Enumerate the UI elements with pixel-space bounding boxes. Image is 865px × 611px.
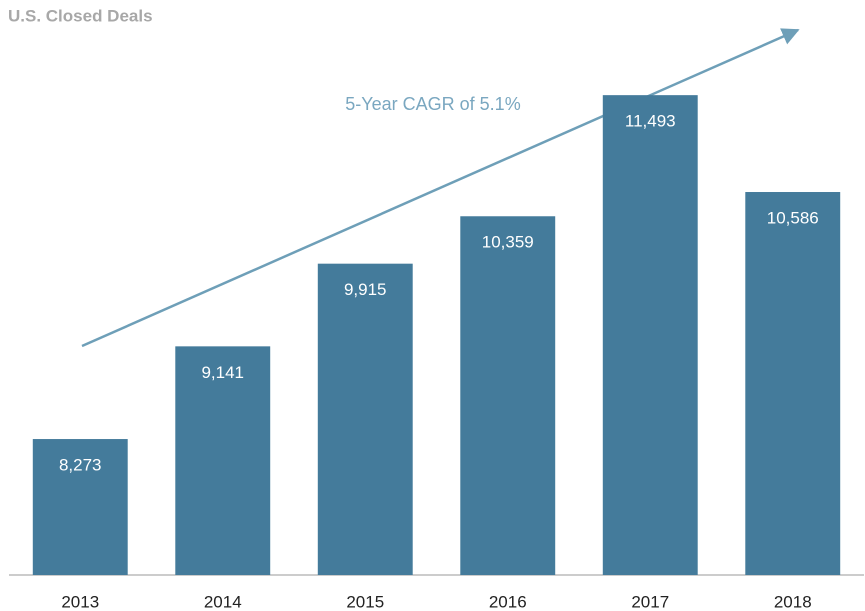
data-label: 8,273 [59, 456, 102, 475]
x-tick-label: 2018 [774, 592, 812, 611]
bar [32, 439, 128, 575]
bar [175, 346, 271, 575]
bar [602, 95, 698, 576]
bar [745, 192, 841, 575]
x-tick-label: 2015 [346, 592, 384, 611]
data-label: 9,141 [201, 363, 244, 382]
chart-title: U.S. Closed Deals [8, 6, 153, 25]
x-tick-label: 2017 [631, 592, 669, 611]
x-tick-label: 2014 [204, 592, 242, 611]
data-label: 10,359 [482, 233, 534, 252]
data-label: 10,586 [767, 208, 819, 227]
x-tick-label: 2013 [61, 592, 99, 611]
bar [460, 216, 556, 576]
trend-arrow [81, 28, 800, 348]
data-label: 11,493 [625, 112, 676, 131]
x-tick-label: 2016 [489, 592, 527, 611]
data-label: 9,915 [344, 280, 387, 299]
bar [317, 263, 413, 575]
annotation: 5-Year CAGR of 5.1% [345, 94, 520, 114]
